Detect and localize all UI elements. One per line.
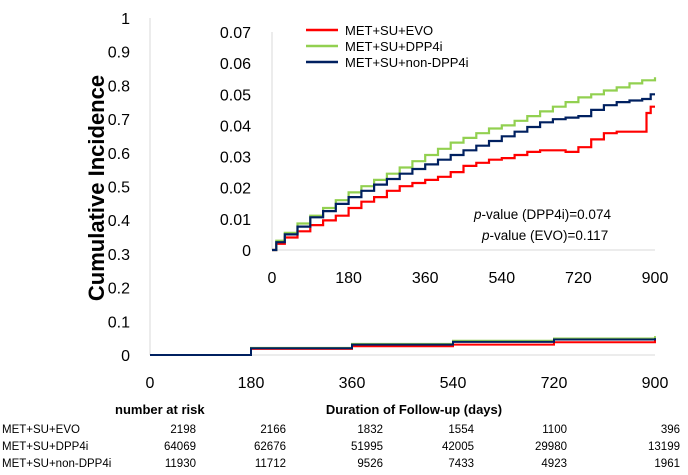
risk-row-label: MET+SU+DPP4i bbox=[2, 441, 88, 453]
risk-value: 64069 bbox=[164, 441, 196, 453]
main-series-line-0 bbox=[150, 339, 656, 356]
main-y-tick-label: 0.8 bbox=[108, 78, 130, 95]
inset-series-line-2 bbox=[272, 93, 655, 252]
main-y-tick-label: 0.5 bbox=[108, 180, 130, 197]
main-y-tick-label: 0.1 bbox=[108, 314, 130, 331]
inset-y-tick-label: 0.02 bbox=[220, 181, 251, 198]
number-at-risk-table: number at risk Duration of Follow-up (da… bbox=[2, 402, 680, 470]
inset-y-tick-label: 0.01 bbox=[220, 212, 251, 229]
risk-value: 1100 bbox=[542, 424, 567, 436]
main-panel: 0 0.1 0.2 0.3 0.4 0.5 0.6 0.7 0.8 0.9 1 0 180 360 540… bbox=[84, 11, 668, 392]
pvalue-dpp4i: p-value (DPP4i)=0.074 bbox=[473, 207, 611, 222]
main-x-tick-label: 720 bbox=[541, 375, 568, 392]
inset-y-tick-label: 0 bbox=[242, 243, 251, 260]
main-y-tick-label: 0.2 bbox=[108, 281, 130, 298]
main-y-tick-label: 1 bbox=[121, 11, 130, 28]
main-y-tick-label: 0.4 bbox=[108, 213, 130, 230]
main-y-tick-label: 0.6 bbox=[108, 146, 130, 163]
risk-value: 11930 bbox=[165, 458, 196, 470]
legend-label: MET+SU+EVO bbox=[345, 23, 433, 38]
risk-value: 1554 bbox=[448, 424, 474, 436]
inset-series-lines bbox=[272, 77, 657, 252]
main-x-tick-label: 900 bbox=[642, 375, 669, 392]
inset-x-tick-label: 0 bbox=[268, 270, 277, 287]
risk-value: 1832 bbox=[357, 424, 383, 436]
risk-value: 42005 bbox=[442, 441, 474, 453]
risk-row-label: MET+SU+EVO bbox=[2, 424, 80, 436]
main-x-tick-labels: 0 180 360 540 720 900 bbox=[146, 375, 669, 392]
main-series-line-2 bbox=[150, 338, 656, 356]
inset-panel: 0 0.01 0.02 0.03 0.04 0.05 0.06 0.07 0 180 360 540… bbox=[220, 23, 669, 287]
inset-x-tick-labels: 0 180 360 540 720 900 bbox=[268, 270, 669, 287]
inset-y-tick-label: 0.03 bbox=[220, 150, 251, 167]
inset-y-tick-label: 0.06 bbox=[220, 56, 251, 73]
risk-row-label: MET+SU+non-DPP4i bbox=[2, 458, 111, 470]
legend-label: MET+SU+DPP4i bbox=[345, 39, 443, 54]
risk-rows: MET+SU+EVO 2198 2166 1832 1554 1100 396 MET+SU+… bbox=[2, 424, 680, 470]
inset-x-tick-label: 180 bbox=[335, 270, 362, 287]
risk-value: 396 bbox=[661, 424, 680, 436]
inset-y-tick-labels: 0 0.01 0.02 0.03 0.04 0.05 0.06 0.07 bbox=[220, 25, 251, 260]
inset-y-tick-label: 0.04 bbox=[220, 118, 251, 135]
x-axis-title: Duration of Follow-up (days) bbox=[326, 402, 502, 417]
risk-value: 4923 bbox=[541, 458, 567, 470]
inset-x-tick-label: 720 bbox=[565, 270, 592, 287]
main-y-tick-labels: 0 0.1 0.2 0.3 0.4 0.5 0.6 0.7 0.8 0.9 1 bbox=[108, 11, 130, 365]
pvalue-evo: p-value (EVO)=0.117 bbox=[481, 228, 608, 243]
risk-value: 7433 bbox=[448, 458, 474, 470]
main-x-tick-label: 540 bbox=[440, 375, 467, 392]
risk-value: 2166 bbox=[260, 424, 286, 436]
risk-value: 11712 bbox=[255, 458, 286, 470]
main-series-lines bbox=[150, 336, 656, 356]
inset-series-line-1 bbox=[272, 77, 657, 252]
inset-x-tick-label: 900 bbox=[642, 270, 669, 287]
number-at-risk-header: number at risk bbox=[115, 402, 205, 417]
risk-value: 29980 bbox=[535, 441, 567, 453]
main-y-tick-label: 0 bbox=[121, 348, 130, 365]
main-x-tick-label: 0 bbox=[146, 375, 155, 392]
main-y-tick-label: 0.7 bbox=[108, 112, 130, 129]
inset-x-tick-label: 360 bbox=[412, 270, 439, 287]
risk-value: 2198 bbox=[170, 424, 196, 436]
risk-value: 13199 bbox=[648, 441, 680, 453]
main-y-tick-label: 0.3 bbox=[108, 247, 130, 264]
inset-series-line-0 bbox=[272, 105, 655, 252]
main-x-tick-label: 180 bbox=[238, 375, 265, 392]
y-axis-title: Cumulative Incidence bbox=[84, 75, 109, 301]
main-x-tick-label: 360 bbox=[339, 375, 366, 392]
inset-y-tick-label: 0.05 bbox=[220, 87, 251, 104]
inset-y-tick-label: 0.07 bbox=[220, 25, 251, 42]
inset-x-tick-label: 540 bbox=[488, 270, 515, 287]
risk-value: 51995 bbox=[351, 441, 383, 453]
legend-label: MET+SU+non-DPP4i bbox=[345, 55, 469, 70]
risk-value: 62676 bbox=[254, 441, 286, 453]
main-y-tick-label: 0.9 bbox=[108, 45, 130, 62]
risk-value: 9526 bbox=[357, 458, 383, 470]
risk-value: 1961 bbox=[654, 458, 680, 470]
